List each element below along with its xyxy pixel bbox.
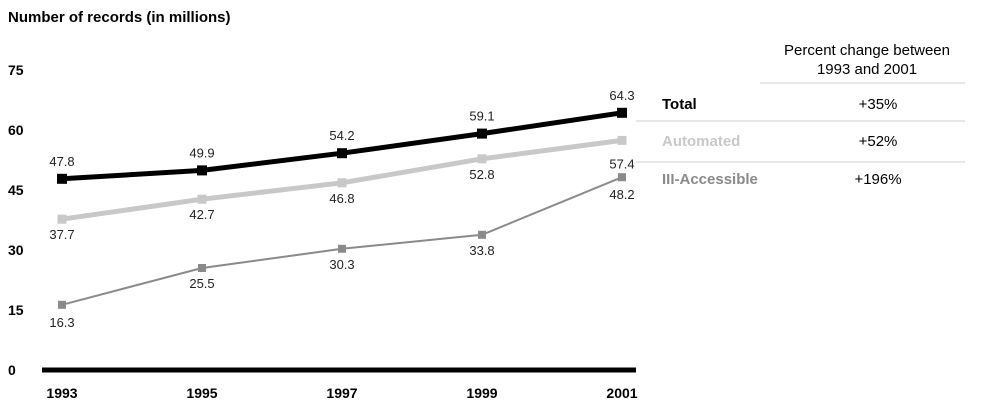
y-tick-label: 0 bbox=[8, 362, 16, 378]
y-tick-label: 15 bbox=[8, 302, 24, 318]
series-total: 47.8 49.9 54.2 59.1 64.3 bbox=[49, 88, 635, 184]
series-automated: 37.7 42.7 46.8 52.8 57.4 bbox=[49, 135, 635, 242]
data-point bbox=[197, 194, 207, 204]
data-label: 46.8 bbox=[329, 191, 354, 206]
data-point bbox=[58, 300, 66, 309]
data-point bbox=[478, 230, 486, 239]
legend-percent-change: +52% bbox=[859, 133, 898, 150]
data-label: 54.2 bbox=[329, 128, 354, 143]
y-axis-ticks: 0 15 30 45 60 75 bbox=[8, 62, 24, 378]
data-label: 42.7 bbox=[189, 207, 214, 222]
x-tick-label: 2001 bbox=[606, 385, 637, 401]
data-point bbox=[617, 135, 627, 145]
x-tick-label: 1993 bbox=[46, 385, 77, 401]
x-tick-label: 1995 bbox=[186, 385, 217, 401]
series-line bbox=[61, 110, 623, 182]
x-axis-ticks: 1993 1995 1997 1999 2001 bbox=[46, 385, 637, 401]
legend-rows: Total +35% Automated +52% III-Accessible +196… bbox=[662, 96, 902, 188]
data-label: 59.1 bbox=[469, 109, 494, 124]
data-point bbox=[337, 148, 347, 159]
data-label: 33.8 bbox=[469, 243, 494, 258]
data-label: 48.2 bbox=[609, 187, 634, 202]
data-point bbox=[477, 154, 487, 164]
data-label: 30.3 bbox=[329, 257, 354, 272]
data-point bbox=[198, 264, 206, 272]
data-label: 16.3 bbox=[49, 315, 74, 330]
legend-series-name: Total bbox=[662, 96, 697, 113]
data-point bbox=[57, 173, 67, 184]
y-tick-label: 45 bbox=[8, 182, 24, 198]
y-tick-label: 30 bbox=[8, 242, 24, 258]
series-layer: 16.3 25.5 30.3 33.8 48.2 37.7 42.7 46.8 52.8 57.4… bbox=[49, 88, 634, 330]
y-tick-label: 75 bbox=[8, 62, 24, 78]
series-iii-accessible: 16.3 25.5 30.3 33.8 48.2 bbox=[49, 173, 635, 330]
legend-series-name: III-Accessible bbox=[662, 171, 758, 188]
data-label: 49.9 bbox=[189, 145, 214, 160]
data-point bbox=[338, 244, 346, 253]
x-tick-label: 1997 bbox=[326, 385, 357, 401]
legend-heading-line2: 1993 and 2001 bbox=[817, 61, 917, 78]
legend-heading-line1: Percent change between bbox=[784, 42, 950, 59]
data-label: 37.7 bbox=[49, 227, 74, 242]
legend-percent-change: +35% bbox=[859, 96, 898, 113]
y-tick-label: 60 bbox=[8, 122, 24, 138]
data-point bbox=[618, 173, 626, 182]
data-point bbox=[477, 128, 487, 139]
data-point bbox=[617, 107, 627, 118]
data-point bbox=[197, 165, 207, 176]
y-axis-label: Number of records (in millions) bbox=[8, 9, 231, 26]
data-label: 52.8 bbox=[469, 167, 494, 182]
data-label: 47.8 bbox=[49, 154, 74, 169]
data-label: 64.3 bbox=[609, 88, 634, 103]
data-label: 57.4 bbox=[609, 156, 634, 171]
legend-series-name: Automated bbox=[662, 133, 740, 150]
data-label: 25.5 bbox=[189, 276, 214, 291]
x-tick-label: 1999 bbox=[466, 385, 497, 401]
legend-percent-change: +196% bbox=[854, 171, 901, 188]
legend: Percent change between 1993 and 2001 Tot… bbox=[636, 42, 965, 188]
data-point bbox=[57, 214, 67, 224]
data-point bbox=[337, 178, 347, 188]
